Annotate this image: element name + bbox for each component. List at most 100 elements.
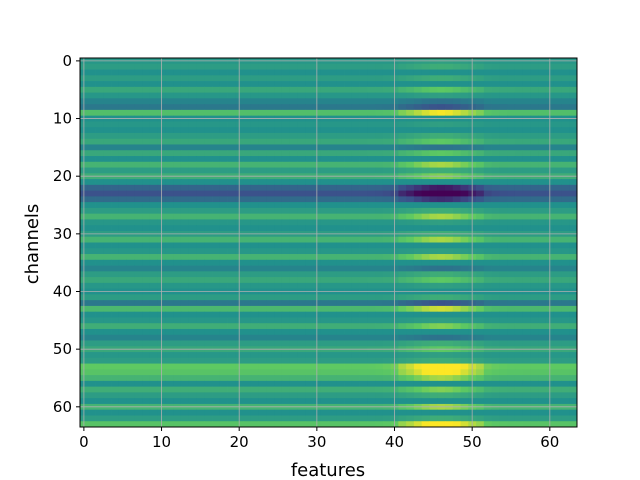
heatmap-cell <box>359 92 368 99</box>
heatmap-cell <box>305 104 314 111</box>
heatmap-cell <box>452 259 461 266</box>
heatmap-cell <box>538 392 547 399</box>
heatmap-cell <box>219 190 228 197</box>
heatmap-cell <box>367 282 376 290</box>
heatmap-cell <box>344 259 353 266</box>
heatmap-cell <box>149 375 159 382</box>
heatmap-cell <box>87 150 96 157</box>
heatmap-cell <box>173 109 182 117</box>
heatmap-cell <box>398 363 407 370</box>
heatmap-cell <box>219 352 228 359</box>
heatmap-cell <box>258 150 267 157</box>
heatmap-cell <box>452 179 461 186</box>
heatmap-cell <box>250 375 260 382</box>
heatmap-cell <box>212 323 221 330</box>
heatmap-cell <box>165 109 174 117</box>
heatmap-cell <box>87 409 96 416</box>
heatmap-cell <box>553 265 562 272</box>
heatmap-cell <box>429 156 438 163</box>
heatmap-cell <box>398 254 407 261</box>
heatmap-cell <box>87 352 96 359</box>
heatmap-cell <box>188 265 197 272</box>
heatmap-cell <box>212 92 221 99</box>
heatmap-cell <box>444 409 454 416</box>
heatmap-cell <box>180 415 190 422</box>
heatmap-cell <box>165 254 174 261</box>
heatmap-cell <box>266 92 275 99</box>
heatmap-cell <box>398 81 407 88</box>
heatmap-cell <box>328 375 337 382</box>
heatmap-cell <box>359 219 368 226</box>
heatmap-cell <box>212 375 221 382</box>
heatmap-cell <box>258 92 267 99</box>
heatmap-cell <box>359 259 368 266</box>
heatmap-cell <box>118 323 127 330</box>
heatmap-cell <box>173 392 182 399</box>
heatmap-cell <box>367 219 376 226</box>
heatmap-cell <box>437 179 446 186</box>
heatmap-cell <box>111 121 120 128</box>
heatmap-cell <box>499 184 508 192</box>
heatmap-cell <box>243 311 252 318</box>
heatmap-cell <box>561 161 570 168</box>
heatmap-cell <box>538 363 547 370</box>
heatmap-cell <box>274 202 283 209</box>
heatmap-cell <box>351 323 360 330</box>
heatmap-cell <box>227 375 236 382</box>
heatmap-cell <box>281 305 291 313</box>
heatmap-cell <box>118 86 127 93</box>
heatmap-cell <box>180 357 190 364</box>
heatmap-cell <box>452 121 461 128</box>
heatmap-cell <box>421 138 430 145</box>
heatmap-cell <box>382 121 392 128</box>
heatmap-cell <box>173 202 182 209</box>
heatmap-cell <box>444 219 454 226</box>
heatmap-cell <box>111 409 120 416</box>
heatmap-cell <box>344 202 353 209</box>
heatmap-cell <box>561 75 570 82</box>
heatmap-cell <box>538 127 547 134</box>
heatmap-cell <box>219 179 228 186</box>
heatmap-cell <box>421 305 430 313</box>
heatmap-cell <box>367 121 376 128</box>
heatmap-cell <box>367 167 376 174</box>
heatmap-cell <box>382 357 392 364</box>
heatmap-cell <box>95 127 104 134</box>
heatmap-cell <box>514 380 524 388</box>
heatmap-cell <box>344 132 353 140</box>
heatmap-cell <box>444 156 454 163</box>
heatmap-cell <box>149 380 159 388</box>
heatmap-cell <box>444 109 454 117</box>
heatmap-cell <box>320 254 329 261</box>
heatmap-cell <box>460 184 469 192</box>
heatmap-cell <box>103 156 112 163</box>
heatmap-cell <box>561 144 570 151</box>
heatmap-cell <box>95 277 104 284</box>
heatmap-cell <box>406 81 415 88</box>
heatmap-cell <box>359 179 368 186</box>
heatmap-cell <box>359 282 368 290</box>
heatmap-cell <box>95 213 104 220</box>
heatmap-cell <box>219 334 228 341</box>
heatmap-cell <box>561 421 570 428</box>
heatmap-cell <box>530 184 539 192</box>
heatmap-cell <box>413 144 423 151</box>
heatmap-cell <box>569 305 578 313</box>
heatmap-cell <box>227 300 236 307</box>
heatmap-cell <box>437 69 446 76</box>
heatmap-cell <box>95 190 104 197</box>
heatmap-cell <box>367 179 376 186</box>
heatmap-cell <box>499 161 508 168</box>
y-tick-label: 50 <box>53 340 72 358</box>
heatmap-cell <box>297 167 306 174</box>
heatmap-cell <box>351 109 360 117</box>
heatmap-cell <box>111 392 120 399</box>
heatmap-cell <box>227 138 236 145</box>
heatmap-cell <box>320 277 329 284</box>
heatmap-cell <box>351 392 360 399</box>
heatmap-cell <box>320 305 329 313</box>
heatmap-cell <box>514 265 524 272</box>
heatmap-cell <box>328 63 337 70</box>
heatmap-cell <box>491 127 500 134</box>
heatmap-cell <box>250 334 260 341</box>
